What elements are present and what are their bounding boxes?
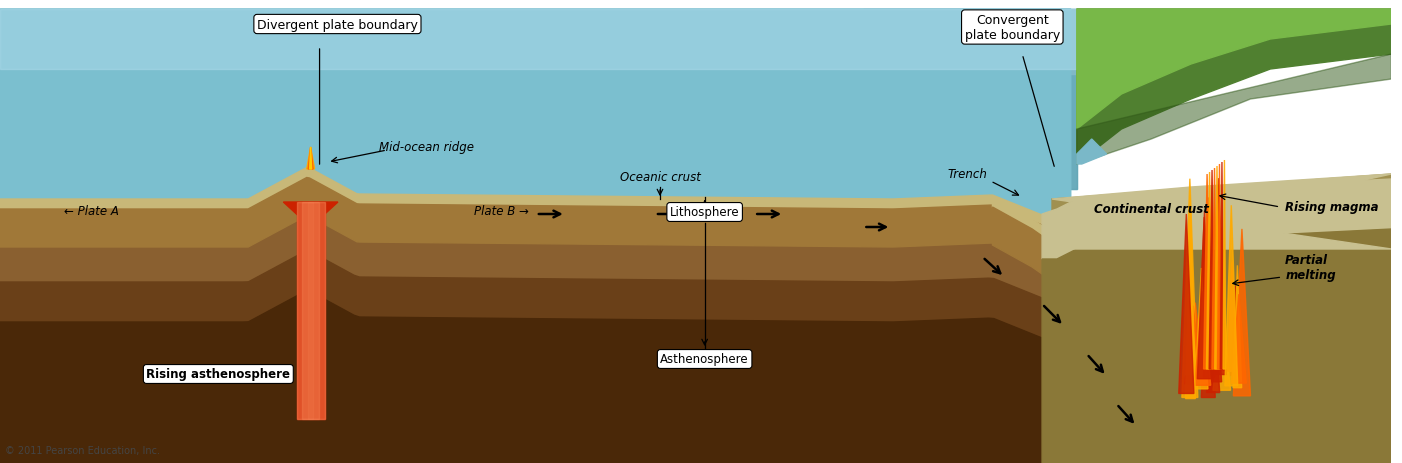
Polygon shape	[993, 198, 1391, 449]
Polygon shape	[1077, 10, 1391, 165]
Text: © 2011 Pearson Education, Inc.: © 2011 Pearson Education, Inc.	[6, 445, 160, 455]
Polygon shape	[1187, 303, 1203, 374]
Polygon shape	[307, 148, 314, 169]
Polygon shape	[1217, 228, 1227, 370]
Polygon shape	[0, 291, 1052, 463]
Text: Plate B →: Plate B →	[474, 205, 529, 218]
Polygon shape	[297, 202, 324, 419]
Polygon shape	[1186, 305, 1197, 375]
Polygon shape	[864, 10, 1077, 189]
Polygon shape	[310, 148, 311, 169]
Polygon shape	[1182, 179, 1197, 398]
Polygon shape	[0, 168, 1391, 229]
Polygon shape	[1211, 179, 1227, 375]
Polygon shape	[1234, 266, 1242, 388]
Polygon shape	[303, 202, 320, 419]
Text: ← Plate A: ← Plate A	[64, 205, 119, 218]
Polygon shape	[297, 202, 324, 419]
Polygon shape	[1217, 165, 1221, 369]
Polygon shape	[1209, 171, 1216, 369]
Polygon shape	[1077, 10, 1391, 130]
Polygon shape	[1042, 180, 1391, 259]
Text: Rising asthenosphere: Rising asthenosphere	[146, 368, 290, 381]
Polygon shape	[1077, 55, 1391, 165]
Polygon shape	[308, 202, 314, 419]
Polygon shape	[0, 10, 1077, 75]
Polygon shape	[1052, 175, 1391, 463]
Text: Asthenosphere: Asthenosphere	[660, 353, 749, 366]
Polygon shape	[1197, 218, 1210, 372]
Polygon shape	[1199, 252, 1210, 385]
Polygon shape	[1223, 161, 1225, 369]
Text: Mid-ocean ridge: Mid-ocean ridge	[380, 141, 474, 154]
Polygon shape	[1234, 229, 1251, 396]
Polygon shape	[1042, 230, 1391, 463]
Polygon shape	[1213, 308, 1231, 390]
Polygon shape	[993, 207, 1391, 463]
Text: Partial
melting: Partial melting	[1286, 253, 1336, 282]
Text: Convergent
plate boundary: Convergent plate boundary	[965, 14, 1060, 42]
Polygon shape	[1211, 169, 1217, 369]
Polygon shape	[0, 216, 1052, 463]
Polygon shape	[1052, 175, 1391, 250]
Polygon shape	[1185, 306, 1202, 384]
Text: Lithosphere: Lithosphere	[670, 206, 739, 219]
Polygon shape	[1225, 206, 1238, 386]
Polygon shape	[0, 178, 1391, 267]
Polygon shape	[1231, 286, 1241, 375]
Polygon shape	[0, 10, 1071, 219]
Polygon shape	[1203, 198, 1216, 377]
Polygon shape	[1214, 167, 1220, 369]
Polygon shape	[1227, 262, 1237, 371]
Polygon shape	[1213, 307, 1221, 382]
Text: Divergent plate boundary: Divergent plate boundary	[257, 19, 418, 31]
Polygon shape	[1179, 214, 1195, 394]
Text: Oceanic crust: Oceanic crust	[620, 171, 701, 184]
Polygon shape	[1231, 294, 1246, 383]
Polygon shape	[1207, 284, 1220, 393]
Polygon shape	[1217, 271, 1228, 373]
Polygon shape	[1203, 175, 1210, 369]
Polygon shape	[1202, 211, 1216, 398]
Polygon shape	[1220, 163, 1224, 369]
Polygon shape	[0, 251, 1052, 463]
Polygon shape	[1077, 140, 1106, 165]
Text: Continental crust: Continental crust	[1094, 203, 1209, 216]
Polygon shape	[1197, 212, 1211, 379]
Text: Trench: Trench	[948, 168, 987, 181]
Polygon shape	[1195, 269, 1209, 389]
Polygon shape	[1206, 173, 1213, 369]
Polygon shape	[0, 10, 1077, 70]
Polygon shape	[1186, 206, 1196, 399]
Polygon shape	[1195, 292, 1211, 386]
Text: Rising magma: Rising magma	[1286, 201, 1378, 214]
Polygon shape	[0, 10, 1077, 189]
Polygon shape	[283, 202, 338, 227]
Polygon shape	[308, 148, 313, 169]
